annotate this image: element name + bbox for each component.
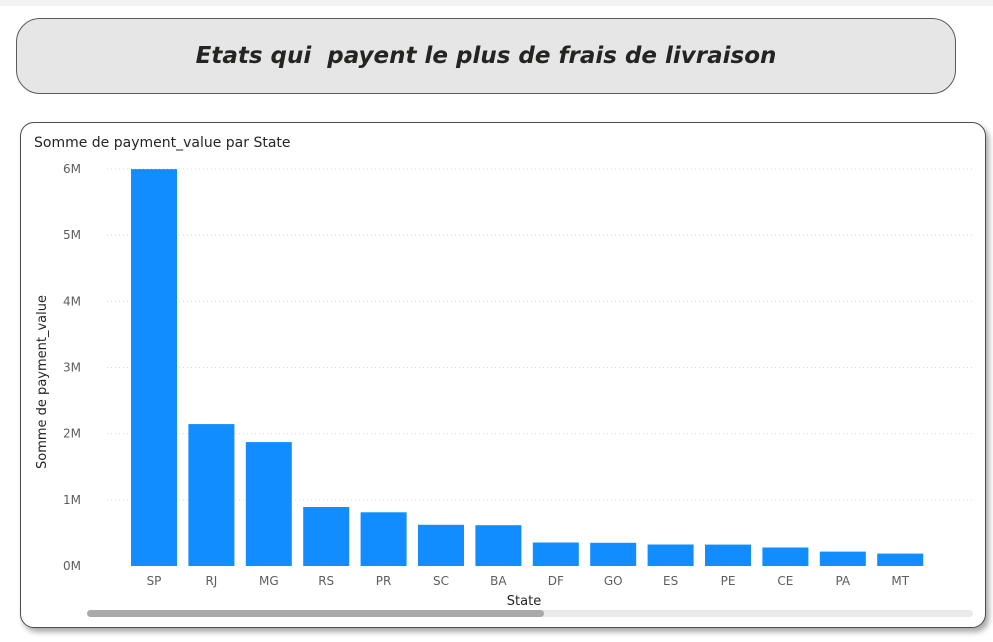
y-tick-label: 2M xyxy=(63,427,81,441)
bar-ce[interactable] xyxy=(762,547,809,567)
bar-rs[interactable] xyxy=(303,507,350,566)
bar-df[interactable] xyxy=(532,542,579,567)
y-axis-ticks: 0M 1M 2M 3M 4M 5M 6M xyxy=(63,162,81,573)
horizontal-scrollbar[interactable] xyxy=(87,610,973,617)
y-tick-label: 3M xyxy=(63,361,81,375)
x-tick-label: MG xyxy=(259,574,279,588)
bar-pr[interactable] xyxy=(360,512,407,566)
x-axis-title: State xyxy=(507,594,541,609)
bar-mg[interactable] xyxy=(245,442,292,566)
chart-title: Somme de payment_value par State xyxy=(34,135,291,151)
bar-rj[interactable] xyxy=(188,424,235,566)
top-strip xyxy=(0,0,993,6)
bar-mt[interactable] xyxy=(877,553,924,566)
x-tick-label: BA xyxy=(490,574,507,588)
x-tick-label: GO xyxy=(604,574,623,588)
x-tick-label: RS xyxy=(318,574,334,588)
y-axis-title: Somme de payment_value xyxy=(35,295,50,469)
y-tick-label: 4M xyxy=(63,294,81,308)
x-tick-label: SP xyxy=(147,574,162,588)
bar-chart: 0M 1M 2M 3M 4M 5M 6M SP RJ MG RS PR SC BA DF GO ES PE CE P… xyxy=(35,162,973,609)
x-tick-label: DF xyxy=(548,574,564,588)
bar-pe[interactable] xyxy=(705,544,751,566)
bars xyxy=(131,169,924,567)
x-tick-label: PE xyxy=(721,574,736,588)
chart-visual[interactable]: Somme de payment_value par State 0M 1M 2M 3… xyxy=(20,122,986,628)
x-tick-label: PR xyxy=(376,574,392,588)
bar-ba[interactable] xyxy=(475,525,522,566)
banner-title: Etats qui payent le plus de frais de liv… xyxy=(195,43,777,69)
x-axis-ticks: SP RJ MG RS PR SC BA DF GO ES PE CE PA MT xyxy=(147,574,910,588)
bar-pa[interactable] xyxy=(819,551,866,566)
x-tick-label: PA xyxy=(835,574,850,588)
title-banner: Etats qui payent le plus de frais de liv… xyxy=(16,18,956,94)
bar-sp[interactable] xyxy=(131,169,177,566)
y-tick-label: 6M xyxy=(63,162,81,176)
bar-sc[interactable] xyxy=(418,524,464,566)
y-tick-label: 1M xyxy=(63,493,81,507)
y-tick-label: 5M xyxy=(63,228,81,242)
y-tick-label: 0M xyxy=(63,559,81,573)
gridlines xyxy=(107,168,973,501)
x-tick-label: RJ xyxy=(205,574,217,588)
x-tick-label: MT xyxy=(891,574,909,588)
x-tick-label: CE xyxy=(777,574,793,588)
bar-es[interactable] xyxy=(647,544,694,567)
scrollbar-thumb[interactable] xyxy=(87,610,544,617)
x-tick-label: SC xyxy=(433,574,449,588)
bar-go[interactable] xyxy=(590,542,637,566)
x-tick-label: ES xyxy=(663,574,678,588)
